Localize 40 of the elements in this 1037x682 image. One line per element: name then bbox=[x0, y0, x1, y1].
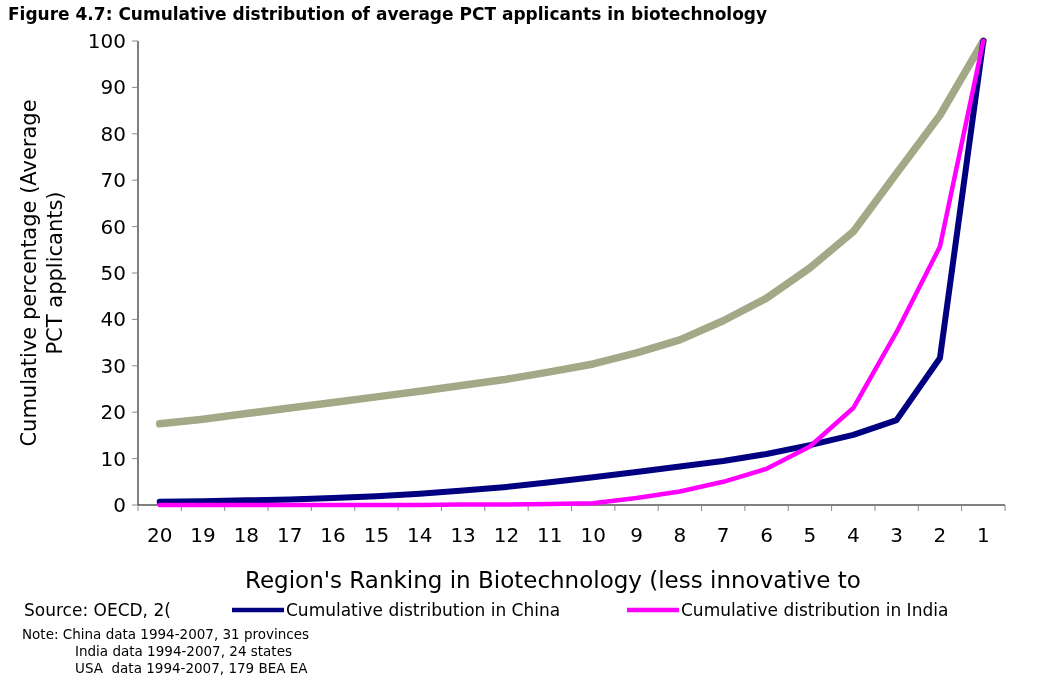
legend-label: Cumulative distribution in China bbox=[286, 599, 561, 620]
x-tick-label: 14 bbox=[407, 523, 433, 547]
y-tick-label: 50 bbox=[100, 261, 126, 285]
text: Note: China data 1994-2007, 31 provinces bbox=[22, 626, 310, 642]
y-tick-label: 60 bbox=[100, 214, 126, 239]
y-tick-label: 30 bbox=[100, 353, 126, 378]
y-tick-label: 80 bbox=[100, 121, 126, 146]
chart-title: Figure 4.7: Cumulative distribution of average PCT applicants in biotechnology bbox=[8, 4, 768, 24]
text: USA data 1994-2007, 179 BEA EA bbox=[75, 660, 309, 676]
x-tick-label: 11 bbox=[537, 523, 563, 547]
text: India data 1994-2007, 24 states bbox=[75, 643, 292, 659]
x-tick-label: 13 bbox=[450, 523, 476, 547]
x-tick-label: 4 bbox=[846, 523, 860, 547]
x-tick-label: 5 bbox=[803, 523, 817, 547]
y-tick-label: 70 bbox=[100, 168, 126, 193]
y-tick-label: 90 bbox=[100, 75, 126, 100]
x-tick-label: 8 bbox=[673, 523, 687, 547]
y-tick-label: 20 bbox=[100, 400, 126, 425]
y-tick-label: 100 bbox=[87, 29, 126, 53]
y-tick-label: 40 bbox=[100, 307, 126, 332]
x-tick-label: 7 bbox=[716, 523, 730, 547]
x-tick-label: 20 bbox=[146, 523, 173, 547]
x-tick-label: 2 bbox=[933, 523, 947, 547]
x-tick-label: 18 bbox=[233, 523, 260, 547]
x-tick-label: 9 bbox=[630, 523, 643, 547]
x-axis-title: Region's Ranking in Biotechnology (less innovative to bbox=[245, 567, 861, 593]
legend-label: Cumulative distribution in India bbox=[681, 599, 949, 620]
x-tick-label: 10 bbox=[580, 523, 606, 547]
x-tick-label: 1 bbox=[976, 523, 990, 547]
x-tick-label: 19 bbox=[190, 523, 216, 547]
x-tick-label: 3 bbox=[890, 523, 903, 547]
y-tick-label: 0 bbox=[113, 493, 126, 517]
source-note: Source: OECD, 2( bbox=[24, 600, 171, 620]
x-tick-label: 15 bbox=[363, 523, 390, 547]
x-tick-label: 17 bbox=[277, 523, 303, 547]
x-tick-label: 12 bbox=[493, 523, 520, 547]
y-axis-title: Cumulative percentage (Average PCT applicants) bbox=[17, 99, 67, 447]
y-tick-label: 10 bbox=[100, 446, 126, 471]
x-tick-label: 16 bbox=[320, 523, 346, 547]
x-tick-label: 6 bbox=[760, 523, 773, 547]
